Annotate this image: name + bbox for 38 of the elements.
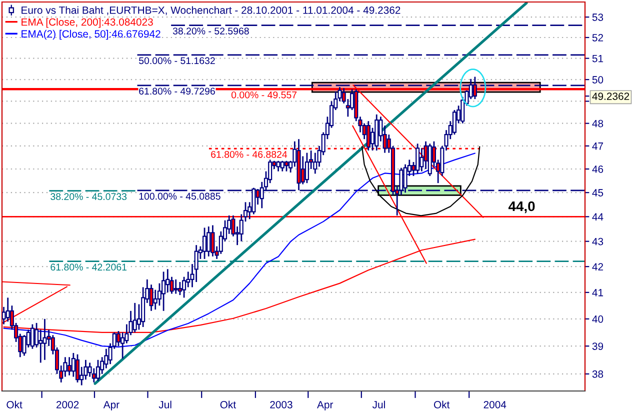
annotation: 38.20% - 45.0733 [50, 193, 127, 200]
x-tick-label: 2003 [270, 400, 292, 408]
legend-label: Euro vs Thai Baht ,EURTHB=X, Wochenchart - 28.10.2001 - 11.01.2004 - 49.2362 [22, 6, 400, 16]
annotation: 61.80% - 46.8824 [211, 150, 288, 158]
y-tick-label: 48 [592, 120, 604, 128]
annotation: 61.80% - 42.2061 [50, 264, 126, 271]
y-tick-label: 41 [592, 289, 604, 296]
y-tick-label: 45 [592, 189, 604, 196]
x-tick-label: Apr [103, 401, 120, 410]
y-tick-label: 43 [592, 238, 604, 246]
legend-label: EMA(2) [Close, 50]:46.676942 [22, 30, 160, 40]
y-tick-label: 51 [592, 54, 604, 62]
y-tick-label: 38 [592, 370, 604, 378]
y-tick-label: 50 [592, 76, 604, 84]
legend-label: EMA [Close, 200]:43.084023 [22, 18, 153, 28]
y-tick-label: 53 [592, 14, 604, 21]
x-tick-label: Jul [372, 400, 385, 408]
x-tick-label: 2004 [484, 400, 506, 408]
x-tick-label: Okt [6, 400, 22, 408]
annotation: 61.80% - 49.7296 [139, 88, 215, 95]
x-tick-label: 2002 [56, 400, 79, 408]
annotation: 0.00% - 49.557 [231, 91, 297, 98]
x-tick-label: Apr [317, 401, 334, 410]
annotation: 38.20% - 52.5968 [172, 28, 249, 34]
y-tick-label: 44 [592, 213, 604, 220]
y-tick-label: 49.2362 [592, 92, 630, 100]
x-tick-label: Jul [158, 400, 172, 408]
y-tick-label: 39 [592, 342, 604, 350]
x-tick-label: Okt [220, 400, 236, 408]
annotation: 44,0 [508, 201, 535, 214]
y-tick-label: 42 [592, 263, 604, 270]
annotation: 50.00% - 51.1632 [138, 57, 215, 64]
y-tick-label: 40 [592, 315, 604, 323]
y-tick-label: 47 [592, 142, 604, 150]
annotation: 100.00% - 45.0885 [139, 192, 220, 200]
y-tick-label: 52 [592, 34, 604, 42]
x-tick-label: Okt [434, 400, 450, 408]
y-tick-label: 46 [592, 166, 604, 173]
